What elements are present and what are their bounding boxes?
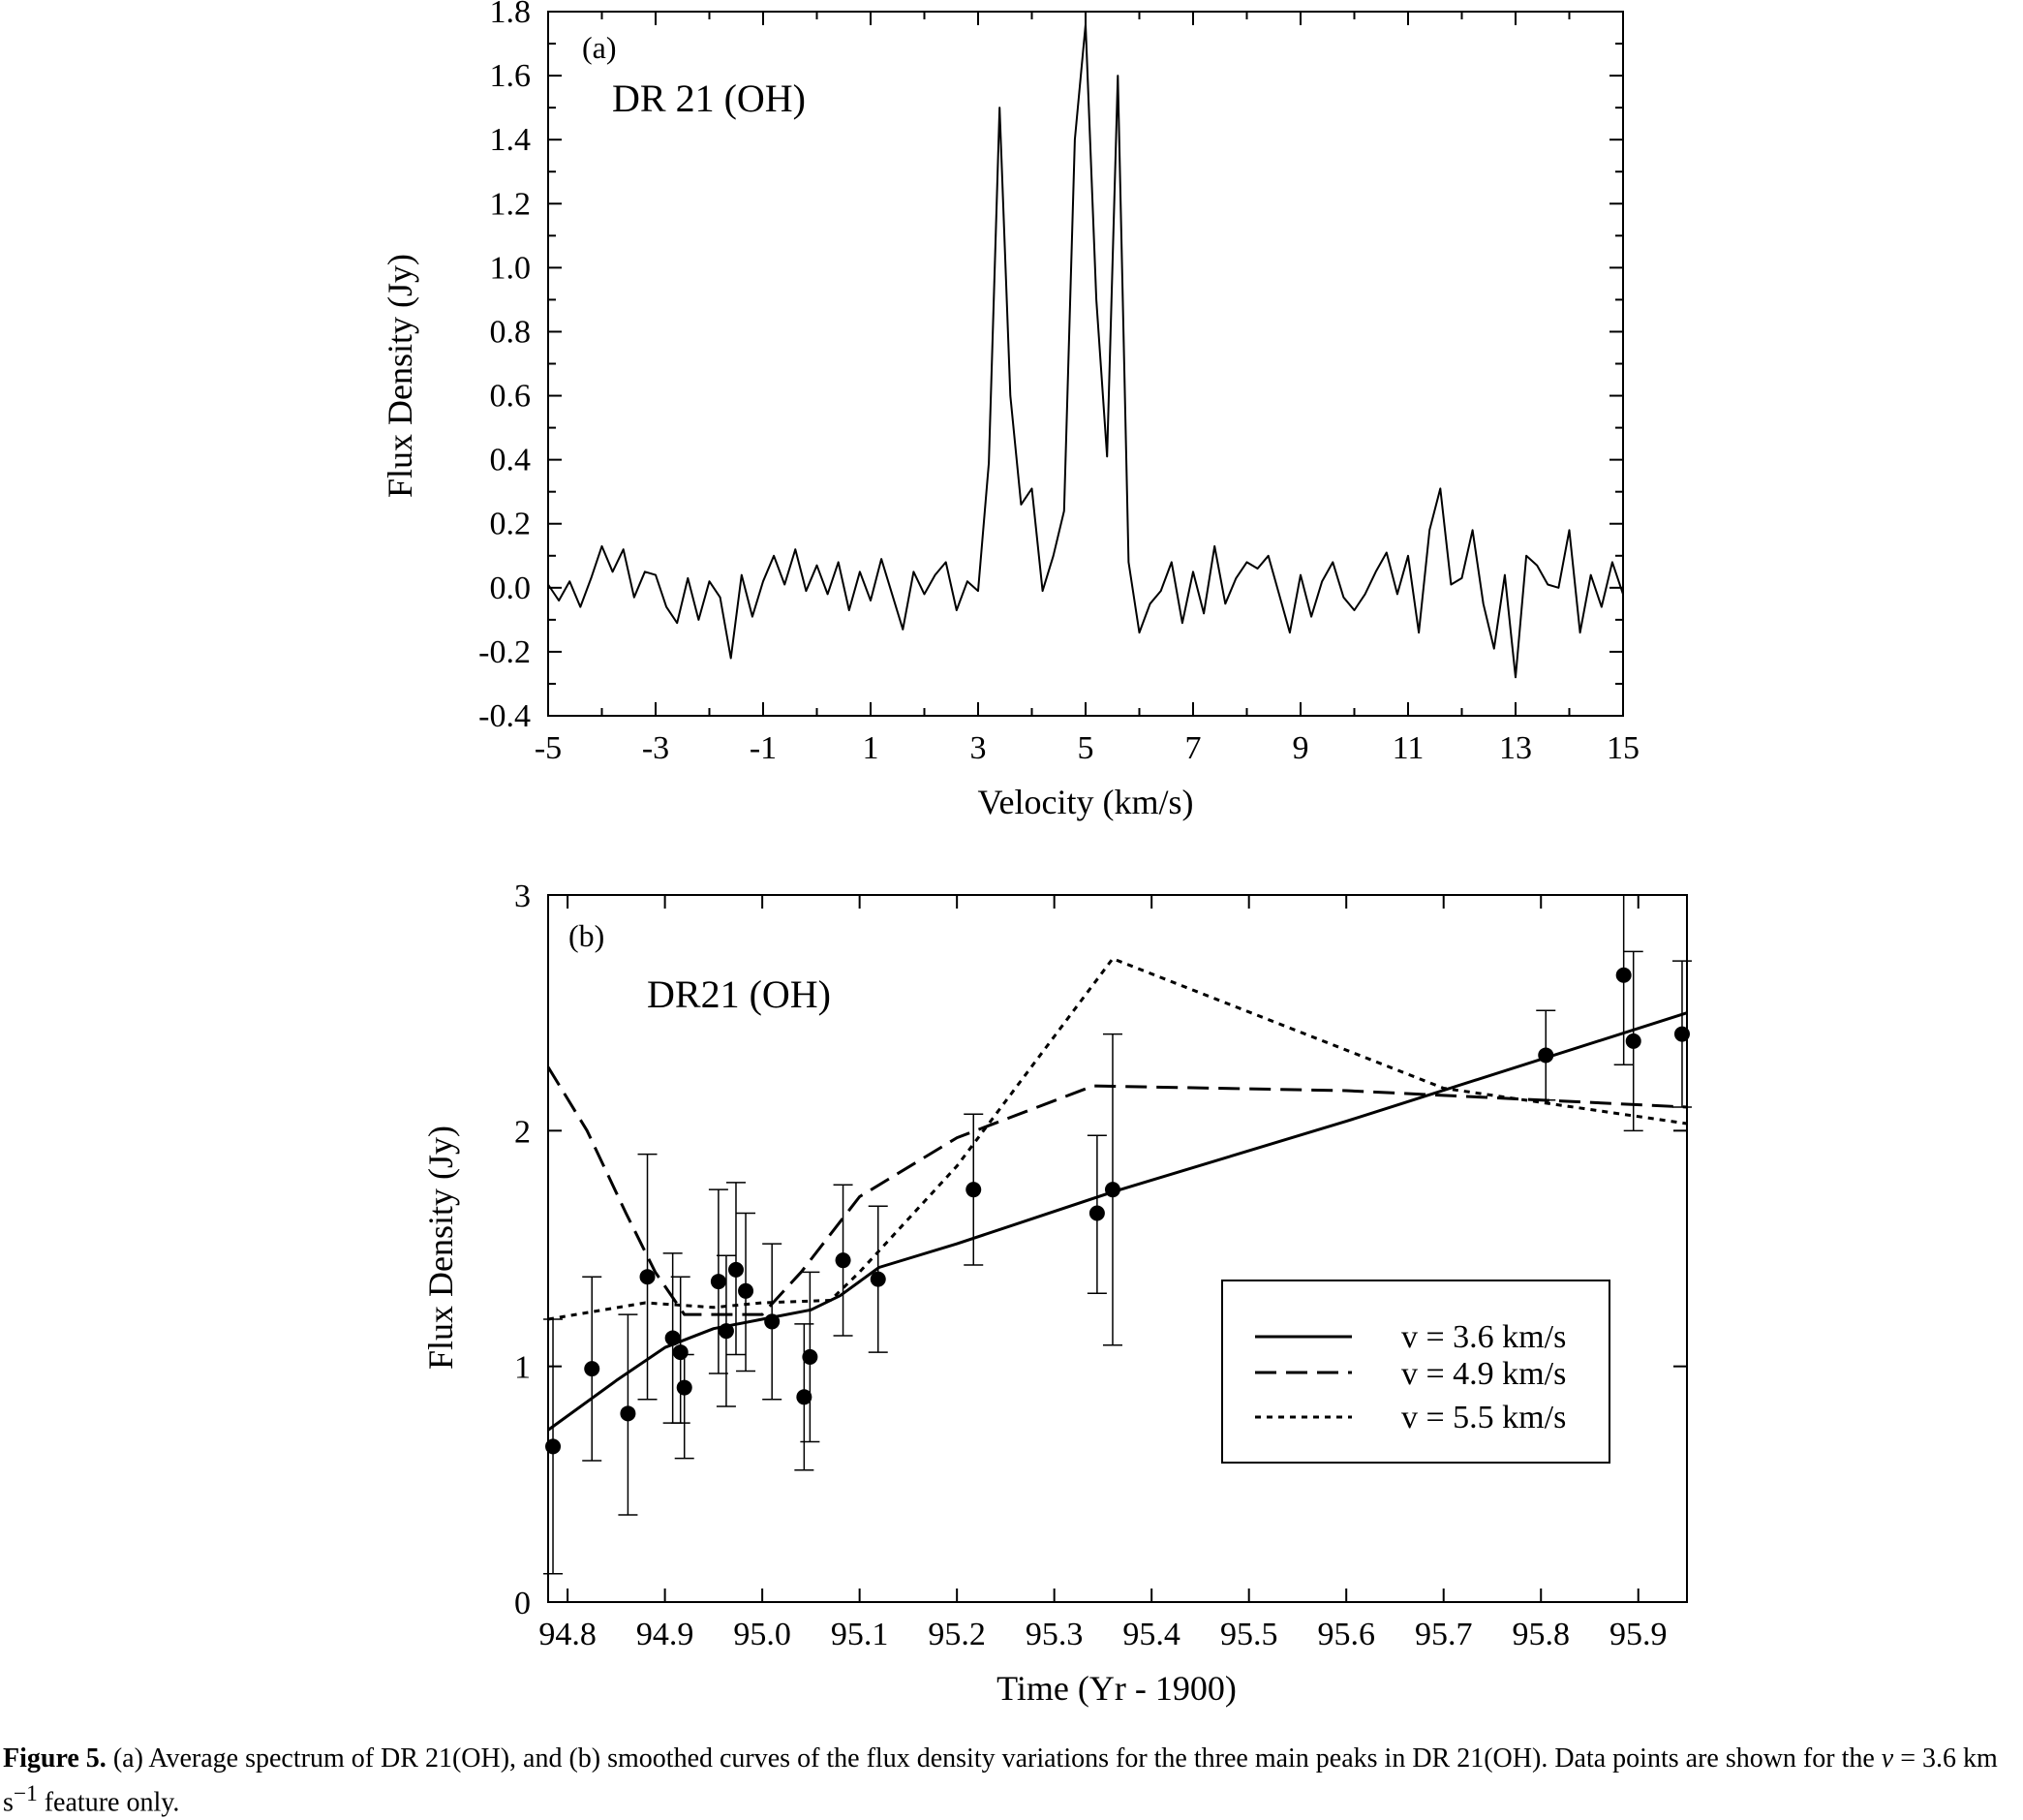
data-point <box>1673 1026 1690 1042</box>
y-tick-label-b: 0 <box>514 1586 531 1621</box>
data-point <box>966 1182 982 1198</box>
data-point <box>802 1348 818 1365</box>
x-tick-label-a: -3 <box>642 730 669 766</box>
data-point <box>1088 1205 1105 1221</box>
legend-label-5-5: v = 5.5 km/s <box>1401 1400 1566 1435</box>
data-point <box>676 1379 692 1396</box>
ticks-a <box>547 11 1624 717</box>
x-tick-label-a: 7 <box>1185 730 1202 766</box>
panel-b: 94.8 94.9 95.0 95.1 95.2 95.3 95.4 95.5 95.6 95.7… <box>421 879 1692 1708</box>
panel-a-label: (a) <box>582 30 617 65</box>
legend: v = 3.6 km/s v = 4.9 km/s v = 5.5 km/s <box>1221 1280 1610 1464</box>
data-point <box>835 1252 851 1269</box>
panel-b-annotation: DR21 (OH) <box>647 972 831 1016</box>
panel-a-annotation: DR 21 (OH) <box>612 77 806 120</box>
x-tick-label-b: 95.4 <box>1122 1617 1180 1652</box>
data-point <box>764 1313 781 1330</box>
y-tick-label-a: 1.2 <box>490 186 532 222</box>
panel-a: -5 -3 -1 1 3 5 7 9 11 13 15 1.81.61.41.21.00.80.60… <box>381 0 1640 821</box>
ticks-b <box>548 894 1687 1603</box>
y-tick-label-a: 0.4 <box>490 443 532 478</box>
y-tick-label-b: 1 <box>514 1350 531 1386</box>
caption-text-2: feature only. <box>37 1787 180 1818</box>
caption-exponent: −1 <box>13 1781 38 1806</box>
x-tick-label-a: 11 <box>1393 730 1425 766</box>
data-point <box>1104 1182 1120 1198</box>
data-point <box>545 1438 562 1455</box>
data-point <box>639 1269 656 1285</box>
y-tick-label-a: 0.0 <box>490 571 532 606</box>
plot-frame-b <box>547 894 1688 1603</box>
x-tick-label-a: -5 <box>535 730 562 766</box>
y-tick-label-a: -0.2 <box>478 634 531 670</box>
y-axis-label-b: Flux Density (Jy) <box>421 1126 460 1370</box>
legend-label-3-6: v = 3.6 km/s <box>1401 1319 1566 1355</box>
y-axis-label-a: Flux Density (Jy) <box>381 254 419 498</box>
x-tick-label-b: 95.6 <box>1317 1617 1375 1652</box>
x-tick-label-b: 94.9 <box>636 1617 694 1652</box>
data-point <box>738 1282 754 1299</box>
x-tick-label-a: 13 <box>1499 730 1532 766</box>
x-tick-label-a: 3 <box>970 730 987 766</box>
x-tick-label-a: 1 <box>863 730 879 766</box>
data-point <box>796 1389 812 1405</box>
spectrum-line <box>547 23 1624 679</box>
y-tick-label-b: 2 <box>514 1114 531 1150</box>
y-tick-labels-a: 1.8 1.6 1.4 1.2 1.0 0.8 0.6 0.4 0.2 0.0 -0.2 -0.4 <box>478 0 531 734</box>
x-tick-label-a: 5 <box>1078 730 1094 766</box>
data-point <box>664 1330 681 1346</box>
series-line-dotted <box>547 957 1688 1321</box>
y-tick-label-a: 1.8 <box>490 0 532 30</box>
series-curves <box>546 957 1688 1432</box>
y-tick-label-a: 1.4 <box>490 122 532 158</box>
series-line-solid <box>547 1011 1688 1432</box>
data-point <box>620 1405 636 1422</box>
x-tick-label-a: -1 <box>750 730 777 766</box>
x-tick-label-b: 95.1 <box>831 1617 889 1652</box>
y-tick-labels-b: 3 2 1 0 <box>514 879 531 1621</box>
x-axis-label-a: Velocity (km/s) <box>978 783 1194 821</box>
series-line-dashed <box>546 1065 1688 1316</box>
x-axis-label-b: Time (Yr - 1900) <box>996 1669 1237 1708</box>
panel-b-label: (b) <box>568 918 604 953</box>
x-tick-label-a: 9 <box>1293 730 1309 766</box>
data-point <box>672 1344 689 1361</box>
x-tick-label-b: 95.7 <box>1415 1617 1473 1652</box>
y-tick-label-a: 0.6 <box>490 379 532 415</box>
data-point <box>718 1323 734 1340</box>
x-tick-label-b: 94.8 <box>538 1617 597 1652</box>
data-point <box>727 1261 744 1278</box>
x-tick-label-b: 95.5 <box>1220 1617 1278 1652</box>
legend-label-4-9: v = 4.9 km/s <box>1401 1356 1566 1392</box>
data-point <box>584 1361 600 1377</box>
y-tick-label-a: -0.4 <box>478 698 531 734</box>
data-point <box>710 1274 726 1290</box>
data-points <box>543 895 1692 1575</box>
y-tick-label-a: 0.8 <box>490 314 532 350</box>
y-tick-label-a: 1.0 <box>490 250 532 286</box>
data-point <box>1538 1047 1554 1064</box>
data-point <box>1625 1033 1641 1049</box>
x-tick-label-b: 95.9 <box>1609 1617 1668 1652</box>
x-tick-label-b: 95.2 <box>928 1617 986 1652</box>
caption-v-symbol: v <box>1881 1743 1894 1774</box>
x-tick-labels-a: -5 -3 -1 1 3 5 7 9 11 13 15 <box>535 730 1640 766</box>
x-tick-label-b: 95.0 <box>733 1617 791 1652</box>
caption-text-1: (a) Average spectrum of DR 21(OH), and (… <box>106 1743 1882 1774</box>
x-tick-label-b: 95.8 <box>1512 1617 1570 1652</box>
caption-eq-text: = 3.6 km s <box>3 1743 1998 1818</box>
x-tick-label-b: 95.3 <box>1026 1617 1084 1652</box>
caption-figure-number: Figure 5. <box>3 1743 107 1774</box>
data-point <box>1615 967 1632 983</box>
y-tick-label-b: 3 <box>514 879 531 914</box>
data-point <box>870 1271 886 1287</box>
y-tick-label-a: 1.6 <box>490 58 532 94</box>
y-tick-label-a: 0.2 <box>490 507 532 542</box>
x-tick-label-a: 15 <box>1607 730 1640 766</box>
x-tick-labels-b: 94.8 94.9 95.0 95.1 95.2 95.3 95.4 95.5 95.6 95.7… <box>538 1617 1667 1652</box>
figure-caption: Figure 5. (a) Average spectrum of DR 21(… <box>3 1742 2017 1820</box>
